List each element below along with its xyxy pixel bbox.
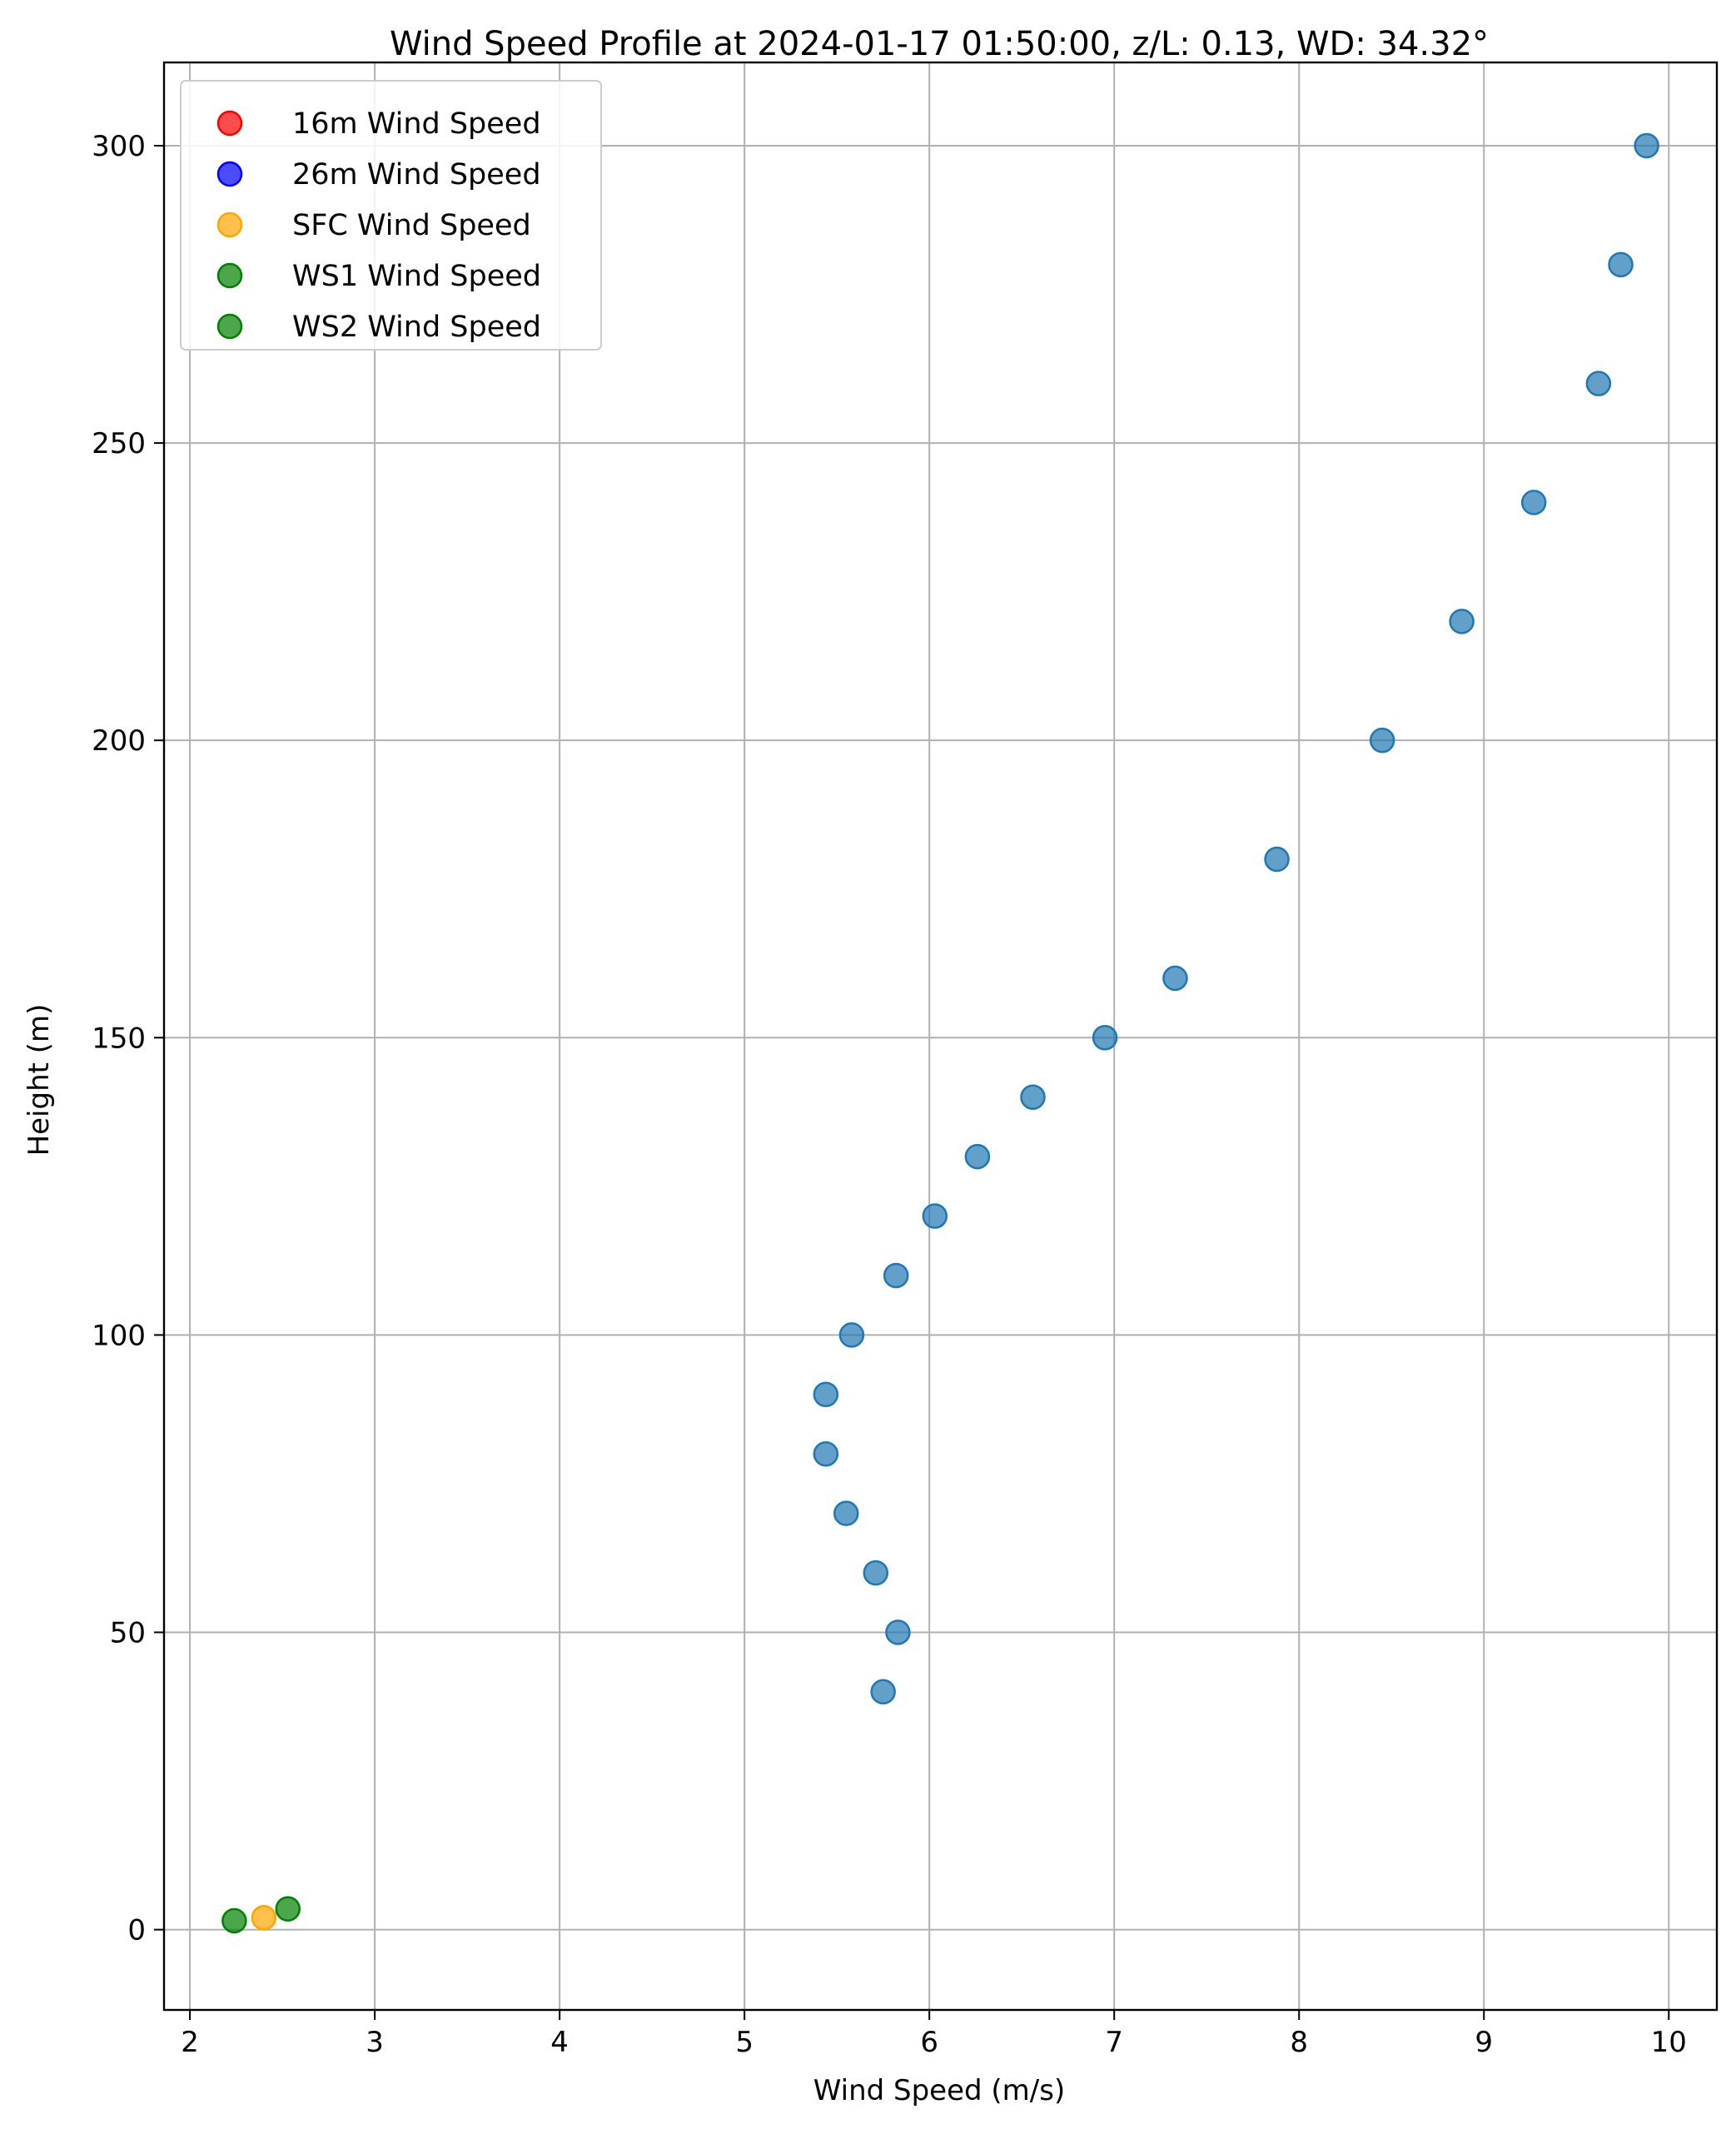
legend-marker: [216, 110, 243, 137]
data-point: [251, 1905, 277, 1931]
data-point: [1369, 727, 1395, 754]
legend-label: WS2 Wind Speed: [292, 311, 541, 344]
x-tick-label: 6: [920, 2026, 938, 2059]
legend-box: [180, 80, 602, 351]
data-point: [1449, 609, 1475, 634]
y-tick-label: 200: [92, 724, 146, 758]
legend-marker: [216, 161, 243, 187]
data-point: [885, 1619, 911, 1645]
data-point: [838, 1322, 865, 1348]
x-tick-label: 7: [1105, 2026, 1123, 2059]
legend: 16m Wind Speed 26m Wind Speed SFC Wind Spe…: [180, 80, 602, 351]
grid: [164, 62, 1717, 2010]
legend-label: 26m Wind Speed: [292, 158, 541, 192]
x-tick-label: 10: [1651, 2026, 1687, 2059]
x-tick-label: 2: [181, 2026, 199, 2059]
data-point: [275, 1896, 301, 1922]
y-tick-label: 250: [92, 427, 146, 460]
legend-label: 16m Wind Speed: [292, 107, 541, 141]
data-point: [1520, 490, 1547, 515]
data-point: [1162, 965, 1188, 992]
data-point: [813, 1440, 839, 1467]
legend-marker: [216, 211, 243, 238]
data-point: [922, 1203, 948, 1229]
x-tick-label: 3: [366, 2026, 384, 2059]
y-tick-label: 300: [92, 130, 146, 163]
plot-frame: [162, 61, 1719, 2012]
x-tick-label: 8: [1290, 2026, 1308, 2059]
x-tick-label: 4: [550, 2026, 569, 2059]
data-point: [1264, 846, 1290, 873]
data-point: [1092, 1025, 1118, 1051]
data-point: [1585, 371, 1612, 396]
data-point: [964, 1143, 991, 1170]
legend-marker: [216, 313, 243, 340]
legend-label: WS1 Wind Speed: [292, 260, 541, 293]
data-point: [883, 1262, 909, 1289]
data-point: [1020, 1084, 1046, 1110]
x-tick-label: 5: [735, 2026, 754, 2059]
x-tick-label: 9: [1475, 2026, 1493, 2059]
legend-marker: [216, 262, 243, 289]
y-axis-label: Height (m): [22, 1004, 56, 1157]
data-point: [1634, 132, 1659, 159]
chart-title: Wind Speed Profile at 2024-01-17 01:50:0…: [390, 25, 1489, 63]
data-point: [1608, 251, 1634, 278]
legend-label: SFC Wind Speed: [292, 209, 531, 242]
y-tick-label: 100: [92, 1319, 146, 1352]
data-point: [870, 1679, 896, 1705]
data-point: [221, 1908, 247, 1934]
y-tick-label: 50: [110, 1616, 146, 1649]
data-point: [813, 1381, 839, 1408]
data-points: [221, 132, 1659, 1934]
y-tick-label: 0: [127, 1914, 146, 1947]
x-axis-label: Wind Speed (m/s): [813, 2074, 1065, 2107]
y-tick-label: 150: [92, 1022, 146, 1055]
data-point: [833, 1500, 859, 1526]
data-point: [863, 1559, 889, 1586]
